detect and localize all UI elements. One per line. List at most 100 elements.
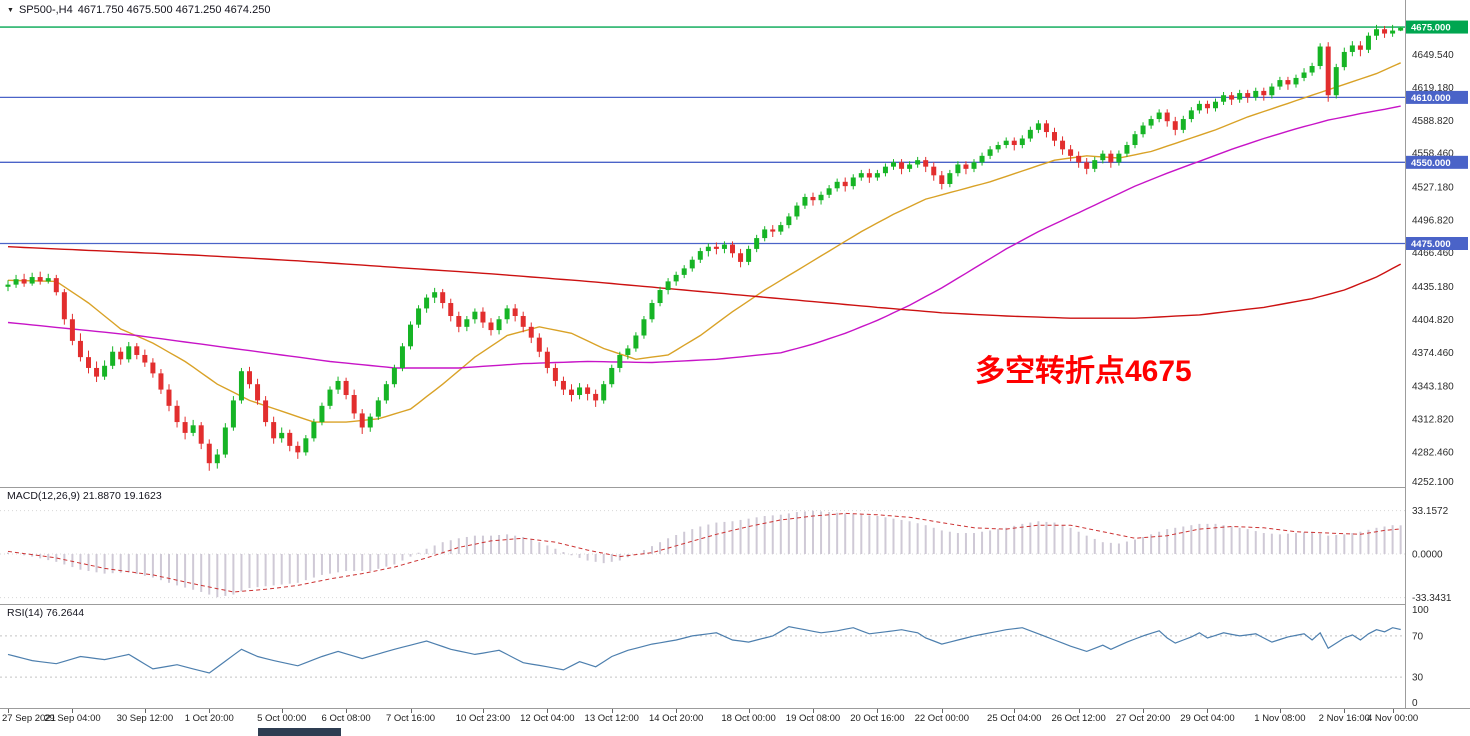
rsi-indicator-label: RSI(14) 76.2644	[7, 607, 85, 619]
candle-body	[1317, 46, 1323, 67]
candle-body	[939, 175, 945, 184]
macd-indicator-label: MACD(12,26,9) 21.8870 19.1623	[7, 490, 162, 502]
time-axis-tick	[144, 709, 146, 713]
axis-scale-label: 4527.180	[1412, 183, 1454, 194]
time-axis-tick	[346, 709, 348, 713]
candle-body	[746, 248, 752, 262]
time-axis-label: 20 Oct 16:00	[850, 713, 905, 724]
candle-body	[1204, 103, 1210, 109]
candle-body	[1180, 119, 1186, 130]
horizontal-scrollbar[interactable]	[0, 727, 1470, 736]
candle-body	[21, 279, 27, 284]
candle-body	[1374, 29, 1379, 36]
ohlc-readout: 4671.750 4675.500 4671.250 4674.250	[77, 4, 271, 16]
time-axis-tick	[1344, 709, 1346, 713]
candle-body	[730, 244, 735, 254]
candle-body	[971, 162, 977, 169]
candle-body	[327, 389, 333, 406]
axis-scale-label: 4649.540	[1412, 50, 1454, 61]
candle-body	[496, 319, 502, 331]
time-axis-tick	[941, 709, 943, 713]
candle-body	[963, 164, 969, 169]
candle-body	[1043, 123, 1049, 133]
candle-body	[1245, 93, 1251, 98]
candle-body	[1019, 138, 1025, 146]
price-badge-label: 4550.000	[1411, 158, 1451, 169]
candle-body	[29, 277, 35, 284]
rsi-line	[7, 625, 1401, 674]
candle-body	[126, 346, 132, 360]
candle-body	[319, 405, 325, 423]
macd-panel[interactable]: 33.1572 0.0000 -33.3431	[0, 487, 1470, 604]
candle-body	[842, 181, 848, 187]
candle-body	[874, 173, 880, 178]
time-axis-tick	[748, 709, 750, 713]
candle-body	[424, 297, 430, 309]
candle-body	[69, 319, 75, 341]
candle-body	[1188, 110, 1194, 120]
price-badge-label: 4610.000	[1411, 93, 1451, 104]
candle-body	[1116, 153, 1122, 163]
candle-body	[214, 454, 220, 464]
candle-body	[601, 384, 607, 401]
candle-body	[705, 246, 711, 252]
candle-body	[681, 268, 687, 275]
time-axis-tick	[72, 709, 74, 713]
horizontal-lines-group[interactable]	[0, 26, 1405, 245]
candle-body	[408, 324, 413, 347]
chart-header: ▼ SP500-,H4 4671.750 4675.500 4671.250 4…	[7, 4, 270, 16]
h-scrollbar-thumb[interactable]	[258, 728, 341, 736]
candle-body	[1076, 155, 1082, 163]
candle-body	[826, 188, 832, 195]
time-axis-label: 10 Oct 23:00	[455, 713, 511, 724]
candle-body	[150, 362, 156, 374]
axis-scale-label: 4466.460	[1412, 248, 1454, 259]
axis-scale-label: 0.0000	[1412, 549, 1443, 560]
candle-body	[271, 422, 277, 439]
candle-body	[1124, 145, 1130, 154]
candle-body	[142, 354, 148, 363]
axis-scale-label: 4252.100	[1412, 477, 1454, 487]
candle-body	[1229, 95, 1235, 100]
candle-body	[1035, 123, 1041, 130]
candle-body	[754, 238, 760, 249]
candle-body	[1357, 45, 1363, 50]
price-badge	[1406, 237, 1468, 250]
candle-body	[633, 335, 639, 349]
candle-body	[295, 445, 301, 453]
price-axis-background[interactable]	[1405, 487, 1470, 604]
annotation-text: 多空转折点4675	[975, 355, 1192, 388]
candle-body	[335, 380, 341, 390]
candle-body	[512, 308, 518, 317]
candle-body	[617, 354, 623, 368]
ma-mid-line	[7, 105, 1401, 369]
time-axis-tick	[547, 709, 549, 713]
rsi-panel[interactable]: 100 70 30 0	[0, 604, 1470, 708]
candle-body	[1382, 29, 1388, 34]
candle-body	[174, 405, 180, 423]
candle-body	[778, 225, 784, 232]
axis-scale-label: 4312.820	[1412, 415, 1454, 426]
time-axis-label: 6 Oct 08:00	[321, 713, 371, 724]
candle-body	[456, 316, 462, 327]
candle-body	[1221, 95, 1227, 102]
time-axis[interactable]: 27 Sep 2021 29 Sep 04:00 30 Sep 12:00 1 Oct…	[0, 708, 1470, 727]
candle-body	[399, 346, 405, 368]
candle-body	[287, 432, 293, 446]
candle-body	[1285, 80, 1291, 85]
candle-body	[987, 149, 993, 156]
candle-body	[1237, 93, 1243, 100]
candle-body	[1003, 140, 1009, 146]
main-price-chart[interactable]: 4649.540 4619.180 4588.820 4558.460 4527.180…	[0, 0, 1470, 487]
candle-body	[13, 279, 19, 285]
time-axis-label: 14 Oct 20:00	[648, 713, 704, 724]
candle-body	[1132, 134, 1138, 146]
candle-body	[118, 351, 124, 360]
time-axis-label: 12 Oct 04:00	[520, 713, 575, 724]
symbol-marker-icon[interactable]: ▼	[7, 6, 14, 14]
price-axis-background[interactable]	[1405, 604, 1470, 708]
candle-body	[979, 155, 985, 163]
price-badge	[1406, 20, 1468, 34]
candle-body	[190, 425, 196, 433]
candle-body	[166, 389, 172, 406]
